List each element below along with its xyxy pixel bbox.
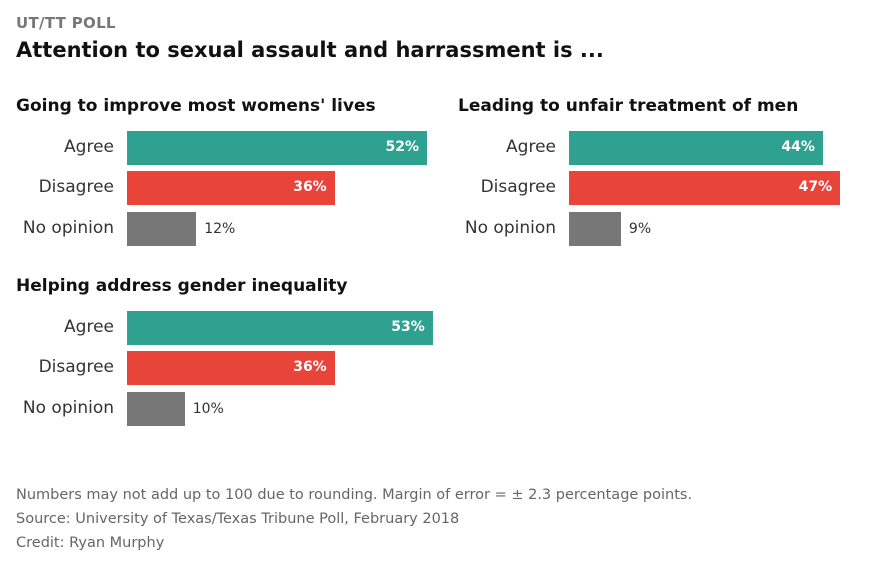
footnotes: Numbers may not add up to 100 due to rou… bbox=[16, 483, 692, 555]
bar-disagree: 36% bbox=[127, 351, 335, 385]
category-label: Agree bbox=[64, 317, 114, 337]
bar-no-opinion bbox=[127, 212, 197, 246]
source-note: Source: University of Texas/Texas Tribun… bbox=[16, 511, 460, 527]
category-label: No opinion bbox=[464, 218, 556, 238]
category-label: Disagree bbox=[38, 177, 114, 197]
data-label: 36% bbox=[293, 179, 327, 195]
row-agree: Agree 53% bbox=[16, 311, 436, 345]
data-label: 44% bbox=[781, 139, 815, 155]
data-label: 9% bbox=[628, 221, 652, 237]
category-label: Agree bbox=[506, 137, 556, 157]
row-disagree: Disagree 36% bbox=[16, 351, 436, 385]
row-no-opinion: No opinion 9% bbox=[458, 212, 878, 246]
row-agree: Agree 52% bbox=[16, 131, 436, 165]
panel-title: Going to improve most womens' lives bbox=[16, 96, 376, 116]
kicker: UT/TT POLL bbox=[16, 14, 116, 32]
category-label: No opinion bbox=[22, 398, 114, 418]
row-disagree: Disagree 47% bbox=[458, 171, 878, 205]
data-label: 10% bbox=[192, 401, 224, 417]
bar-no-opinion bbox=[569, 212, 621, 246]
chart-headline: Attention to sexual assault and harrassm… bbox=[16, 38, 604, 62]
bar-disagree: 36% bbox=[127, 171, 335, 205]
data-label: 53% bbox=[391, 319, 425, 335]
panel-title: Helping address gender inequality bbox=[16, 276, 348, 296]
row-disagree: Disagree 36% bbox=[16, 171, 436, 205]
bar-agree: 53% bbox=[127, 311, 433, 345]
data-label: 36% bbox=[293, 359, 327, 375]
row-no-opinion: No opinion 12% bbox=[16, 212, 436, 246]
bar-disagree: 47% bbox=[569, 171, 841, 205]
data-label: 47% bbox=[798, 179, 833, 195]
category-label: Disagree bbox=[38, 357, 114, 377]
bar-agree: 44% bbox=[569, 131, 823, 165]
panel-title: Leading to unfair treatment of men bbox=[458, 96, 799, 116]
data-label: 12% bbox=[204, 221, 236, 237]
bar-agree: 52% bbox=[127, 131, 428, 165]
row-no-opinion: No opinion 10% bbox=[16, 392, 436, 426]
rounding-note: Numbers may not add up to 100 due to rou… bbox=[16, 487, 693, 503]
category-label: Agree bbox=[64, 137, 114, 157]
row-agree: Agree 44% bbox=[458, 131, 878, 165]
category-label: No opinion bbox=[22, 218, 114, 238]
credit-note: Credit: Ryan Murphy bbox=[16, 535, 165, 551]
bar-no-opinion bbox=[127, 392, 185, 426]
category-label: Disagree bbox=[480, 177, 556, 197]
data-label: 52% bbox=[385, 139, 420, 155]
